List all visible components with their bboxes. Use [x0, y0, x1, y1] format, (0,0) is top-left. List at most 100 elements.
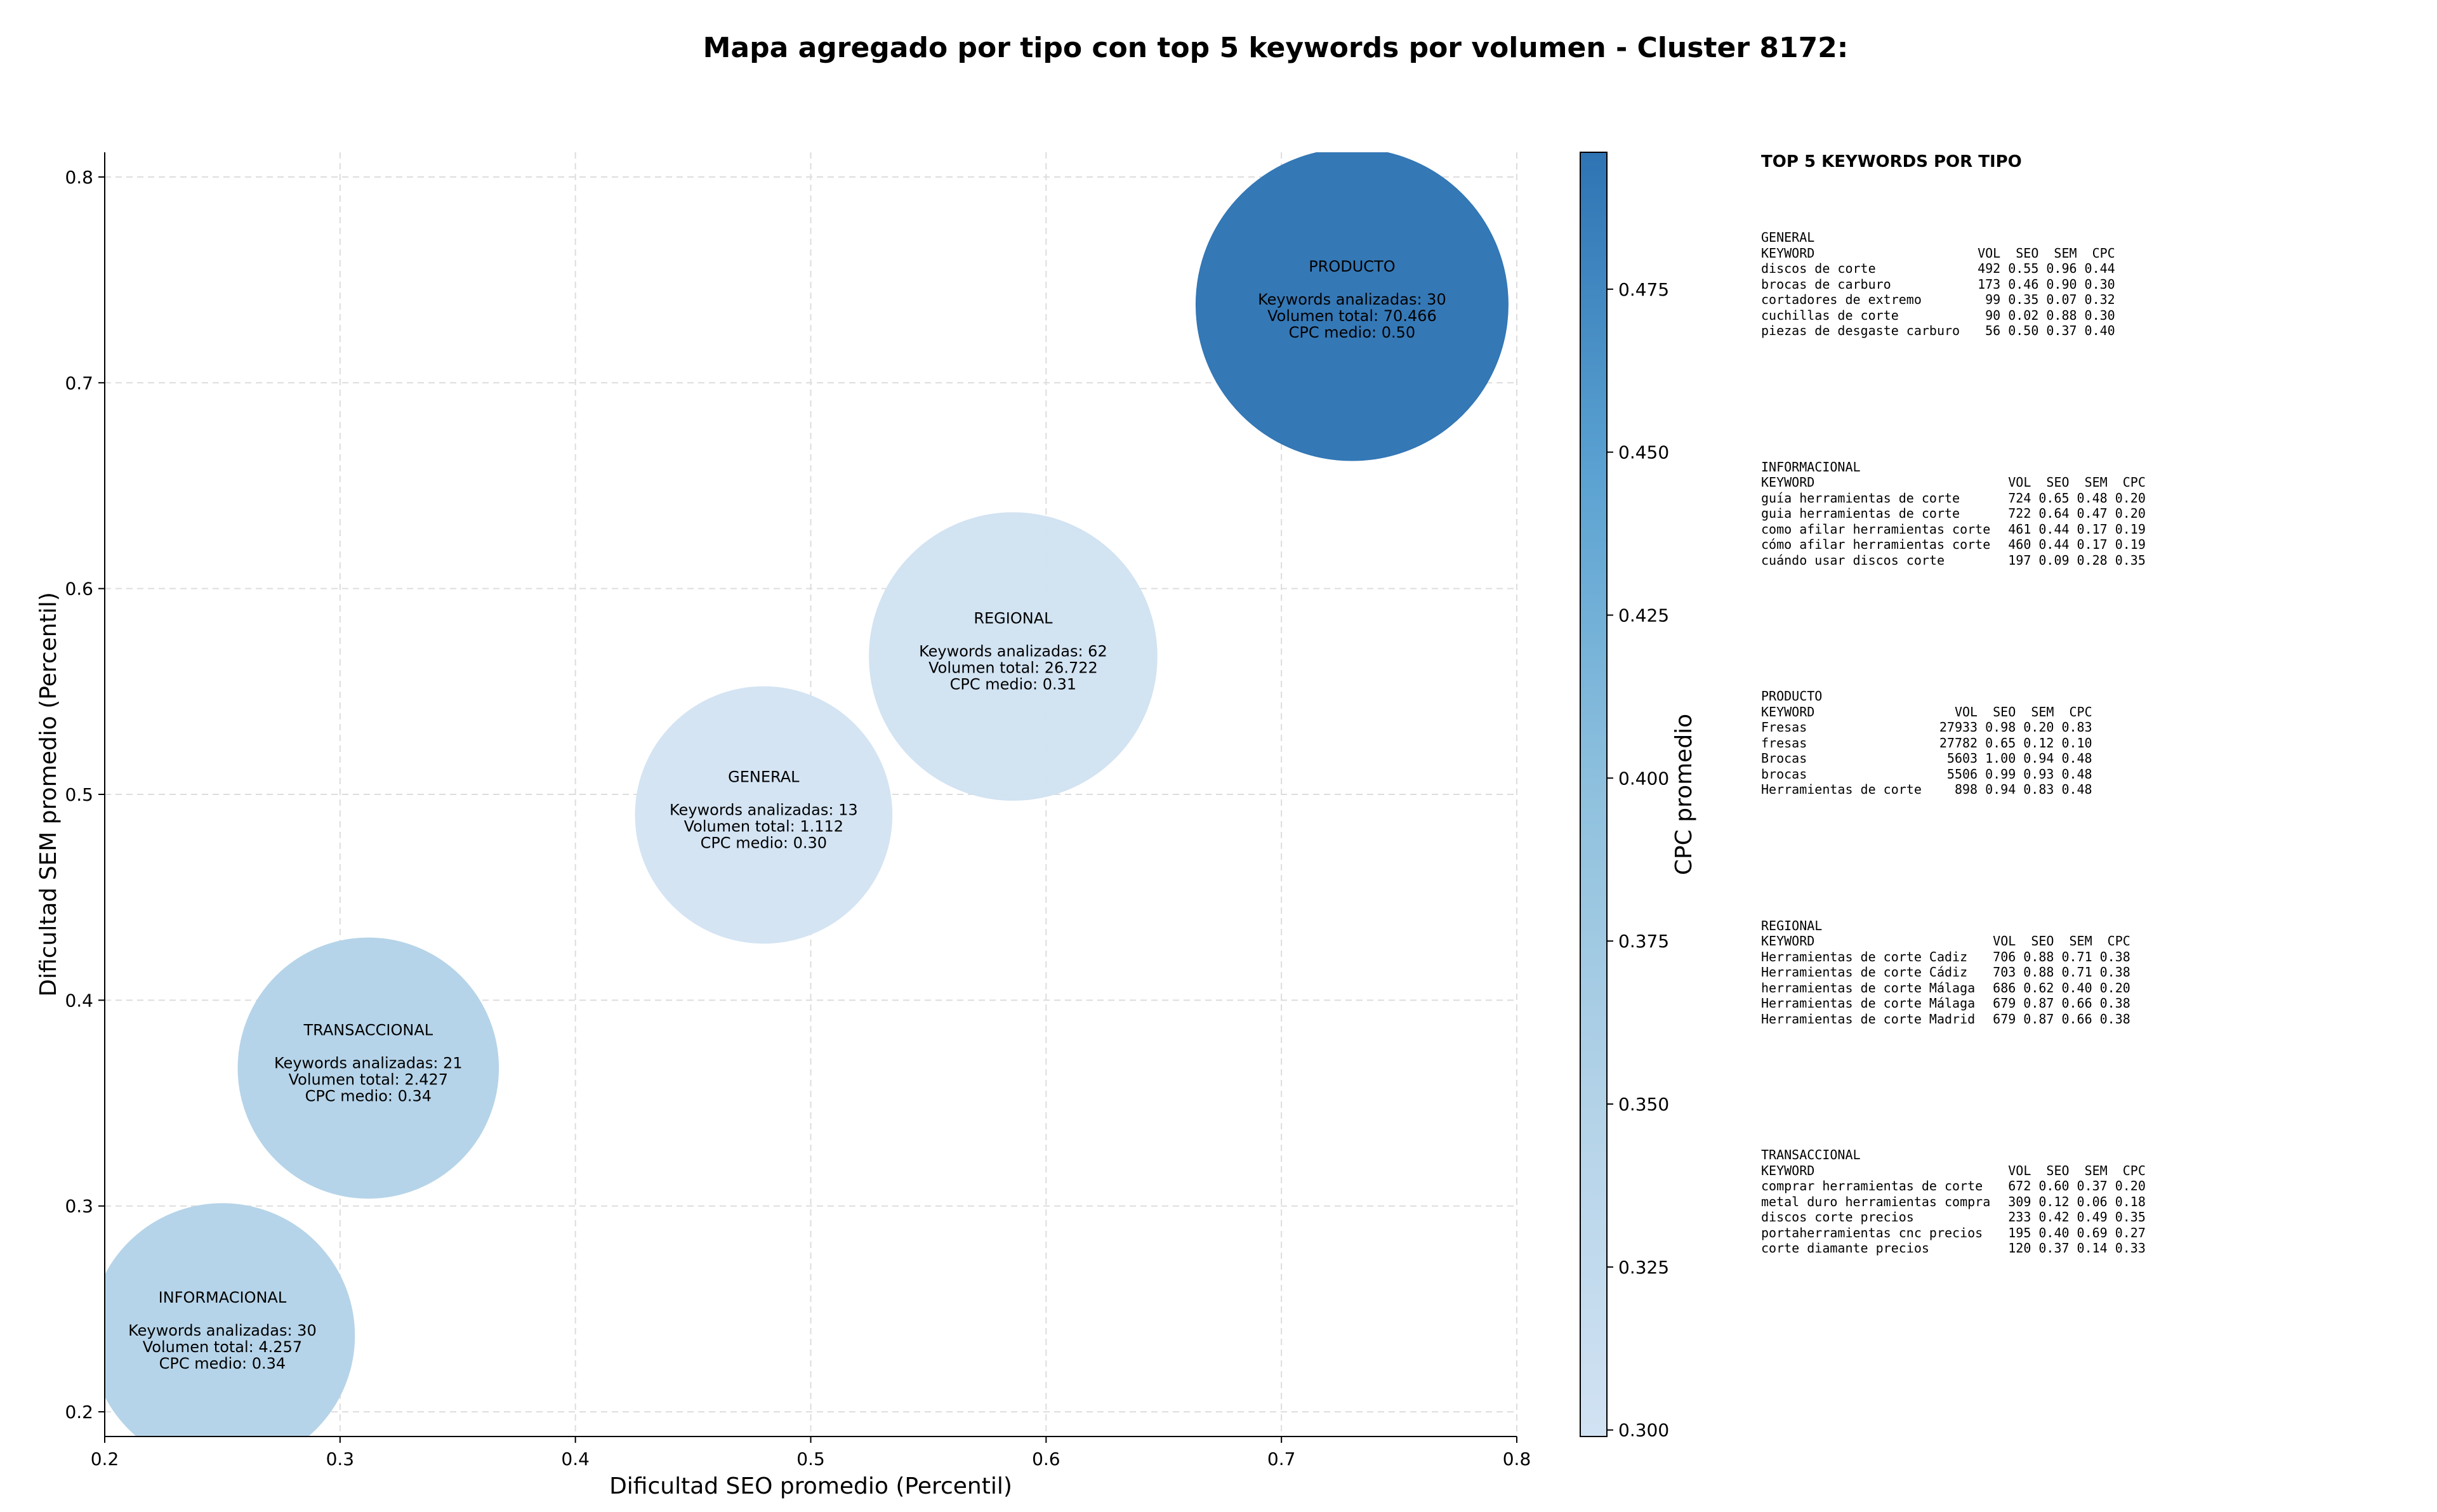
table-header-row: KEYWORD VOL SEO SEM CPC — [1761, 246, 2123, 261]
table-cell: 724 — [2008, 490, 2031, 506]
table-row: cuándo usar discos corte 197 0.09 0.28 0.35 — [1761, 553, 2153, 569]
keyword-block-general: GENERAL KEYWORD VOL SEO SEM CPC discos de cort… — [1761, 230, 2421, 339]
table-cell: piezas de desgaste carburo — [1761, 323, 1960, 338]
table-cell: cuándo usar discos corte — [1761, 552, 1945, 568]
keyword-table: KEYWORD VOL SEO SEM CPC discos de corte 492 0.5… — [1761, 246, 2123, 339]
table-header-row: KEYWORD VOL SEO SEM CPC — [1761, 1163, 2153, 1179]
table-cell: 0.69 — [2077, 1225, 2108, 1240]
table-row: metal duro herramientas compra 309 0.12 0.0… — [1761, 1194, 2153, 1210]
axes: 0.2 0.3 0.4 0.5 0.6 0.7 0.8 0.2 0.3 0.4 0.5 0.6 0.7 0… — [36, 152, 1531, 1499]
x-axis-label: Dificultad SEO promedio (Percentil) — [609, 1473, 1012, 1499]
table-cell: 0.66 — [2061, 996, 2092, 1011]
table-row: discos de corte 492 0.55 0.96 0.44 — [1761, 261, 2123, 277]
x-tick-label: 0.3 — [326, 1449, 355, 1469]
table-row: guía herramientas de corte 724 0.65 0.48 0.2… — [1761, 490, 2153, 506]
bubble-keywords: Keywords analizadas: 30 — [128, 1322, 317, 1339]
table-row: herramientas de corte Málaga 686 0.62 0.40 0… — [1761, 980, 2138, 996]
table-cell: 0.88 — [2046, 307, 2077, 323]
table-cell: 0.62 — [2023, 980, 2054, 996]
column-header: VOL — [2008, 1162, 2031, 1178]
keyword-block-informacional: INFORMACIONAL KEYWORD VOL SEO SEM CPC guía her… — [1761, 459, 2421, 569]
bubble-transaccional — [237, 937, 499, 1199]
bubble-volume: Volumen total: 2.427 — [289, 1070, 448, 1088]
table-cell: 0.33 — [2115, 1240, 2146, 1256]
table-cell: 0.96 — [2046, 261, 2077, 276]
table-cell: 0.90 — [2046, 276, 2077, 292]
column-header: CPC — [2069, 704, 2092, 720]
table-cell: guia herramientas de corte — [1761, 506, 1960, 521]
bubble-volume: Volumen total: 4.257 — [143, 1338, 302, 1356]
colorbar: 0.300 0.325 0.350 0.375 0.400 0.425 0.450 0.475… — [1580, 152, 1697, 1441]
x-tick-label: 0.4 — [561, 1449, 590, 1469]
table-row: brocas de carburo 173 0.46 0.90 0.30 — [1761, 277, 2123, 293]
table-cell: Herramientas de corte Cádiz — [1761, 964, 1968, 980]
table-cell: cuchillas de corte — [1761, 307, 1899, 323]
column-header: VOL — [1954, 704, 1978, 720]
column-header: CPC — [2092, 245, 2115, 261]
table-cell: 5506 — [1946, 766, 1978, 782]
table-cell: 0.71 — [2061, 949, 2092, 964]
colorbar-tick-label: 0.375 — [1618, 931, 1669, 952]
table-cell: discos de corte — [1761, 261, 1876, 276]
table-cell: 173 — [1978, 276, 2001, 292]
table-cell: 686 — [1993, 980, 2016, 996]
table-row: Herramientas de corte Málaga 679 0.87 0.66 0… — [1761, 996, 2138, 1011]
table-cell: 0.50 — [2008, 323, 2039, 338]
table-cell: 0.20 — [2023, 720, 2054, 735]
bubbles — [105, 152, 1509, 1436]
table-cell: 0.06 — [2077, 1193, 2108, 1209]
table-cell: 56 — [1985, 323, 2001, 338]
table-cell: 0.07 — [2046, 292, 2077, 307]
column-header: VOL — [1978, 245, 2001, 261]
table-cell: Brocas — [1761, 751, 1807, 766]
bubble-keywords: Keywords analizadas: 62 — [919, 643, 1107, 661]
table-cell: 0.30 — [2084, 276, 2115, 292]
column-header: CPC — [2122, 1162, 2146, 1178]
table-cell: Herramientas de corte Madrid — [1761, 1011, 1976, 1027]
table-cell: 461 — [2008, 521, 2031, 537]
keyword-table: KEYWORD VOL SEO SEM CPC Herramientas de corte… — [1761, 933, 2138, 1027]
column-header: SEM — [2031, 704, 2054, 720]
table-row: portaherramientas cnc precios 195 0.40 0.69… — [1761, 1225, 2153, 1241]
table-cell: 703 — [1993, 964, 2016, 980]
keyword-table: KEYWORD VOL SEO SEM CPC guía herramientas de … — [1761, 475, 2153, 568]
table-cell: 0.19 — [2115, 521, 2146, 537]
table-cell: 0.10 — [2061, 735, 2092, 751]
table-header-row: KEYWORD VOL SEO SEM CPC — [1761, 704, 2100, 720]
column-header: CPC — [2122, 475, 2146, 490]
y-axis-label: Dificultad SEM promedio (Percentil) — [36, 592, 62, 997]
column-header: KEYWORD — [1761, 245, 1815, 261]
bubble-cpc: CPC medio: 0.34 — [305, 1087, 432, 1105]
colorbar-tick-label: 0.450 — [1618, 442, 1669, 463]
table-cell: 898 — [1954, 782, 1978, 797]
table-cell: 0.98 — [1985, 720, 2016, 735]
table-cell: 0.44 — [2084, 261, 2115, 276]
keyword-block-title: REGIONAL — [1761, 917, 1823, 933]
chart-title: Mapa agregado por tipo con top 5 keyword… — [703, 32, 1849, 64]
bubble-title: PRODUCTO — [1309, 258, 1395, 275]
keyword-block-title: INFORMACIONAL — [1761, 459, 1861, 475]
column-header: SEO — [2046, 1162, 2070, 1178]
table-cell: 0.65 — [2038, 490, 2070, 506]
bubble-regional — [869, 512, 1158, 801]
table-cell: 0.64 — [2038, 506, 2070, 521]
keyword-table: KEYWORD VOL SEO SEM CPC Fresas 27933 0.98 0.20 0.… — [1761, 704, 2100, 798]
x-tick-label: 0.8 — [1503, 1449, 1531, 1469]
table-cell: 0.49 — [2077, 1209, 2108, 1225]
table-cell: 0.37 — [2046, 323, 2077, 338]
table-cell: 1.00 — [1985, 751, 2016, 766]
bubble-keywords: Keywords analizadas: 21 — [274, 1054, 463, 1072]
table-row: corte diamante precios 120 0.37 0.14 0.33 — [1761, 1240, 2153, 1256]
table-cell: 0.46 — [2008, 276, 2039, 292]
column-header: VOL — [1993, 933, 2016, 949]
table-cell: 0.32 — [2084, 292, 2115, 307]
table-cell: 90 — [1985, 307, 2001, 323]
table-cell: como afilar herramientas corte — [1761, 521, 1991, 537]
table-cell: 722 — [2008, 506, 2031, 521]
top-keywords-panel: TOP 5 KEYWORDS POR TIPO GENERAL KEYWORD VO… — [1761, 152, 2421, 1377]
keyword-block-title: PRODUCTO — [1761, 688, 1823, 704]
table-cell: Herramientas de corte — [1761, 782, 1922, 797]
table-cell: 0.47 — [2077, 506, 2108, 521]
column-header: SEM — [2084, 475, 2108, 490]
keyword-table: KEYWORD VOL SEO SEM CPC comprar herramientas … — [1761, 1163, 2153, 1256]
